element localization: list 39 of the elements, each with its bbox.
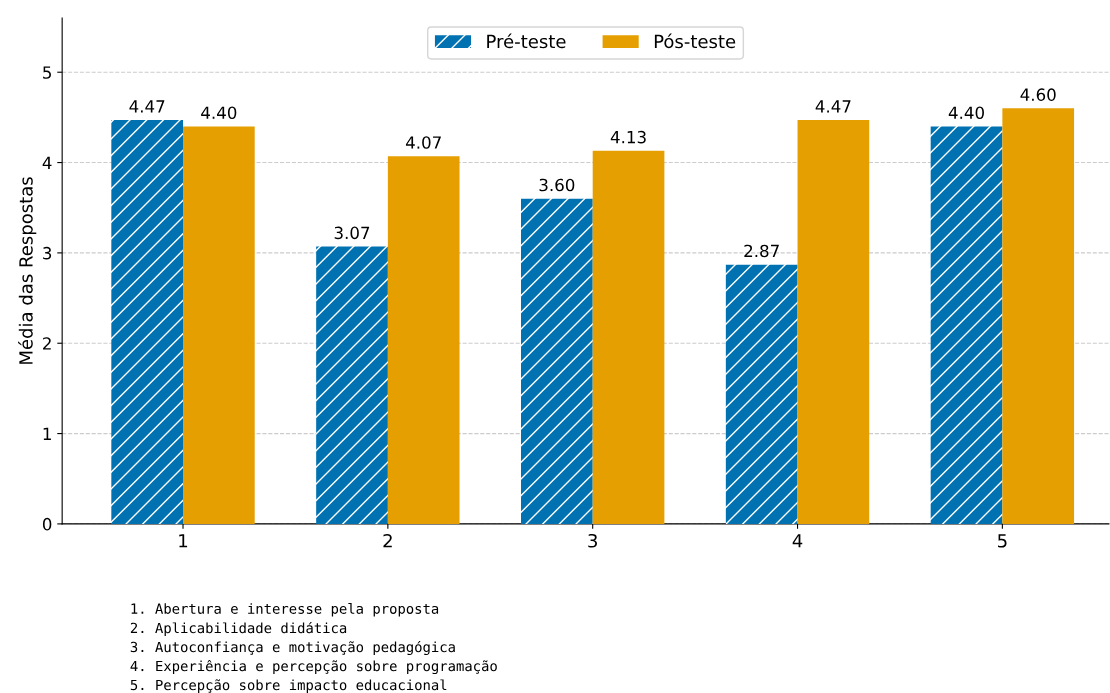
y-tick-label: 5 xyxy=(43,66,51,79)
y-tick-label: 2 xyxy=(43,337,51,350)
data-label: 4.60 xyxy=(1020,88,1056,101)
bar xyxy=(797,120,870,524)
y-axis-title: Média das Respostas xyxy=(18,177,37,364)
x-tick-label: 2 xyxy=(383,533,392,548)
bar xyxy=(387,156,460,524)
text: 1. Abertura e interesse pela proposta xyxy=(131,603,439,617)
x-tick-label: 4 xyxy=(792,534,803,548)
data-label: 4.47 xyxy=(129,100,165,113)
data-label: 4.40 xyxy=(201,106,237,120)
legend-label: Pré-teste xyxy=(487,33,566,49)
x-tick-label: 5 xyxy=(998,534,1007,548)
text: 4. Experiência e percepção sobre programação xyxy=(130,659,497,675)
bar xyxy=(521,198,593,524)
bar xyxy=(316,246,388,524)
bar xyxy=(111,120,184,524)
bar xyxy=(592,150,665,524)
data-label: 3.07 xyxy=(334,226,370,240)
text: 2. Aplicabilidade didática xyxy=(130,621,347,636)
y-tick-label: 4 xyxy=(42,156,52,169)
x-tick-label: 1 xyxy=(179,534,188,548)
bar xyxy=(1002,108,1075,524)
data-label: 4.47 xyxy=(815,100,851,113)
bar xyxy=(725,264,798,524)
bar xyxy=(930,126,1003,524)
data-label: 4.40 xyxy=(948,106,984,120)
data-label: 4.07 xyxy=(405,136,441,149)
x-tick-label: 3 xyxy=(588,533,597,548)
y-tick-label: 0 xyxy=(42,517,52,531)
y-tick-label: 3 xyxy=(43,246,52,260)
text: 3. Autoconfiança e motivação pedagógica xyxy=(130,640,455,655)
y-tick-label: 1 xyxy=(43,427,51,440)
data-label: 3.60 xyxy=(539,178,575,192)
data-label: 2.87 xyxy=(744,244,779,258)
bar xyxy=(183,126,255,524)
text: 5. Percepção sobre impacto educacional xyxy=(130,679,447,693)
legend-label: Pós-teste xyxy=(654,33,736,49)
data-label: 4.13 xyxy=(610,130,646,144)
